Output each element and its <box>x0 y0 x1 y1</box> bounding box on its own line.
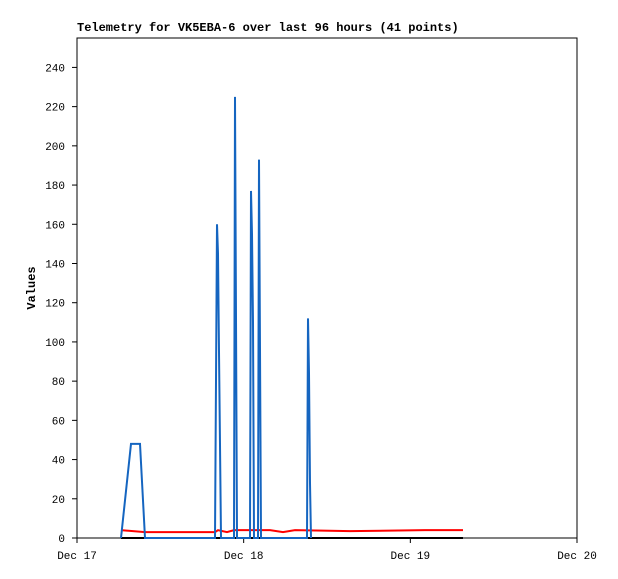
plot-frame <box>76 37 578 539</box>
y-axis-title: Values <box>25 266 39 309</box>
y-tick-label: 0 <box>58 534 65 546</box>
y-tick-label: 120 <box>45 299 65 311</box>
x-tick-label: Dec 18 <box>224 551 264 563</box>
y-tick-label: 180 <box>45 181 65 193</box>
y-tick-label: 140 <box>45 259 65 271</box>
series-line <box>120 529 463 534</box>
y-tick-label: 100 <box>45 338 65 350</box>
x-tick-label: Dec 17 <box>57 551 97 563</box>
x-tick-label: Dec 19 <box>391 551 431 563</box>
y-tick-label: 220 <box>45 103 65 115</box>
y-tick-label: 240 <box>45 63 65 75</box>
y-tick-label: 80 <box>52 377 65 389</box>
chart-title: Telemetry for VK5EBA-6 over last 96 hour… <box>77 21 459 35</box>
y-tick-label: 20 <box>52 495 65 507</box>
y-tick-label: 200 <box>45 142 65 154</box>
y-tick-label: 60 <box>52 416 65 428</box>
series-line <box>120 96 312 539</box>
y-tick-label: 160 <box>45 220 65 232</box>
x-tick-label: Dec 20 <box>557 551 597 563</box>
y-tick-label: 40 <box>52 456 65 468</box>
